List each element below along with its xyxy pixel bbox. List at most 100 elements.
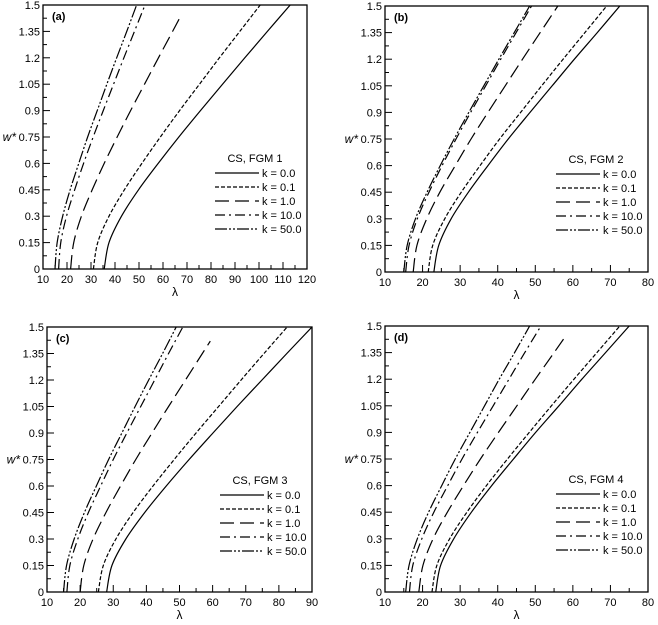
y-tick-label: 1.2	[29, 375, 44, 387]
x-tick-label: 10	[41, 597, 53, 609]
series-line-k-0.1	[97, 327, 288, 592]
panel-label: (c)	[56, 333, 70, 345]
series-line-k-0.1	[431, 326, 621, 592]
x-tick-label: 70	[604, 277, 616, 289]
y-tick-label: 1.05	[19, 79, 40, 91]
x-tick-label: 40	[492, 277, 504, 289]
x-tick-label: 110	[274, 274, 292, 286]
y-tick-label: 0	[376, 267, 382, 279]
x-tick-label: 90	[229, 274, 241, 286]
y-tick-label: 0.3	[367, 534, 382, 546]
series-line-k-1.0	[79, 340, 211, 592]
y-tick-label: 1.35	[361, 348, 382, 360]
legend-label: k = 10.0	[603, 531, 642, 543]
legend-label: k = 0.0	[603, 489, 636, 501]
y-tick-label: 1.05	[361, 401, 382, 413]
x-tick-label: 20	[416, 277, 428, 289]
panel-label: (b)	[394, 12, 408, 24]
y-tick-label: 0.15	[361, 560, 382, 572]
legend-label: k = 10.0	[267, 532, 306, 544]
x-axis-label: λ	[514, 608, 520, 622]
panel-label: (a)	[52, 11, 66, 23]
legend-label: k = 0.0	[267, 490, 300, 502]
x-tick-label: 100	[250, 274, 268, 286]
x-tick-label: 120	[298, 274, 316, 286]
panel-a: 10 20 30 40 50 60 70 80 90 100 110 120 0 0.15 0.3 0.45 0…	[3, 0, 317, 299]
x-tick-label: 80	[273, 597, 285, 609]
x-tick-label: 10	[37, 274, 49, 286]
legend-label: k = 0.0	[262, 168, 295, 180]
y-tick-label: 1.05	[361, 81, 382, 93]
y-tick-label: 0.45	[23, 508, 44, 520]
y-tick-label: 0.9	[367, 427, 382, 439]
y-axis-label: w*	[345, 132, 359, 146]
series-line-k-1.0	[418, 334, 567, 592]
panel-label: (d)	[394, 332, 408, 344]
series-line-k-10.0	[58, 5, 146, 269]
legend-label: k = 50.0	[603, 225, 642, 237]
y-tick-label: 1.05	[23, 402, 44, 414]
series-line-k-50.0	[405, 326, 531, 592]
x-tick-label: 20	[416, 597, 428, 609]
series-line-k-1.0	[412, 6, 559, 272]
panel-b: 10 20 30 40 50 60 70 80 0 0.15 0.3 0.45 0.6 0.75 0.9 1.…	[345, 1, 654, 302]
y-tick-label: 1.5	[29, 322, 44, 334]
y-tick-label: 0.6	[29, 481, 44, 493]
legend-title: CS, FGM 3	[232, 475, 287, 487]
x-tick-label: 70	[240, 597, 252, 609]
y-tick-label: 0.75	[23, 455, 44, 467]
y-tick-label: 0.15	[19, 238, 40, 250]
series-line-k-10.0	[66, 327, 184, 592]
y-tick-label: 1.35	[19, 26, 40, 38]
y-tick-label: 1.2	[367, 374, 382, 386]
legend-label: k = 1.0	[262, 196, 295, 208]
y-tick-label: 0	[34, 264, 40, 276]
x-tick-label: 50	[133, 274, 145, 286]
x-tick-label: 70	[181, 274, 193, 286]
y-tick-label: 0	[376, 587, 382, 599]
series-line-k-0.0	[433, 6, 621, 272]
x-tick-label: 30	[107, 597, 119, 609]
y-tick-label: 1.5	[367, 321, 382, 333]
series-line-k-0.0	[103, 5, 291, 269]
x-tick-label: 30	[454, 597, 466, 609]
x-tick-label: 40	[140, 597, 152, 609]
y-tick-label: 0.75	[361, 454, 382, 466]
x-axis-label: λ	[514, 288, 520, 302]
y-tick-label: 0.3	[29, 534, 44, 546]
y-tick-label: 0.75	[361, 134, 382, 146]
y-tick-label: 0.6	[367, 161, 382, 173]
y-tick-label: 1.2	[367, 54, 382, 66]
x-tick-label: 50	[529, 597, 541, 609]
x-tick-label: 40	[109, 274, 121, 286]
y-tick-label: 0.9	[367, 107, 382, 119]
legend-label: k = 0.1	[603, 183, 636, 195]
legend-label: k = 1.0	[603, 197, 636, 209]
y-tick-label: 0.75	[19, 132, 40, 144]
series-line-k-1.0	[70, 15, 182, 269]
legend-label: k = 10.0	[603, 211, 642, 223]
x-tick-label: 70	[604, 597, 616, 609]
x-tick-label: 80	[642, 277, 654, 289]
legend-label: k = 50.0	[262, 224, 301, 236]
x-tick-label: 10	[379, 277, 391, 289]
x-tick-label: 50	[529, 277, 541, 289]
legend: CS, FGM 1 k = 0.0 k = 0.1 k = 1.0 k = 10.0 k …	[215, 153, 301, 236]
y-tick-label: 0.3	[367, 214, 382, 226]
legend-label: k = 50.0	[603, 545, 642, 557]
series-line-k-0.1	[427, 6, 608, 272]
y-tick-label: 0.45	[361, 187, 382, 199]
x-axis-label: λ	[172, 285, 178, 299]
legend-label: k = 10.0	[262, 210, 301, 222]
x-tick-label: 60	[567, 597, 579, 609]
y-tick-label: 0.3	[25, 211, 40, 223]
x-tick-label: 60	[157, 274, 169, 286]
x-tick-label: 30	[454, 277, 466, 289]
legend-label: k = 50.0	[267, 546, 306, 558]
panel-c: 10 20 30 40 50 60 70 80 90 0 0.15 0.3 0.45 0.6 0.75 0.9…	[7, 322, 318, 622]
y-tick-label: 0.15	[361, 240, 382, 252]
series-line-k-50.0	[62, 327, 177, 592]
y-tick-label: 1.5	[367, 1, 382, 13]
x-tick-label: 60	[207, 597, 219, 609]
